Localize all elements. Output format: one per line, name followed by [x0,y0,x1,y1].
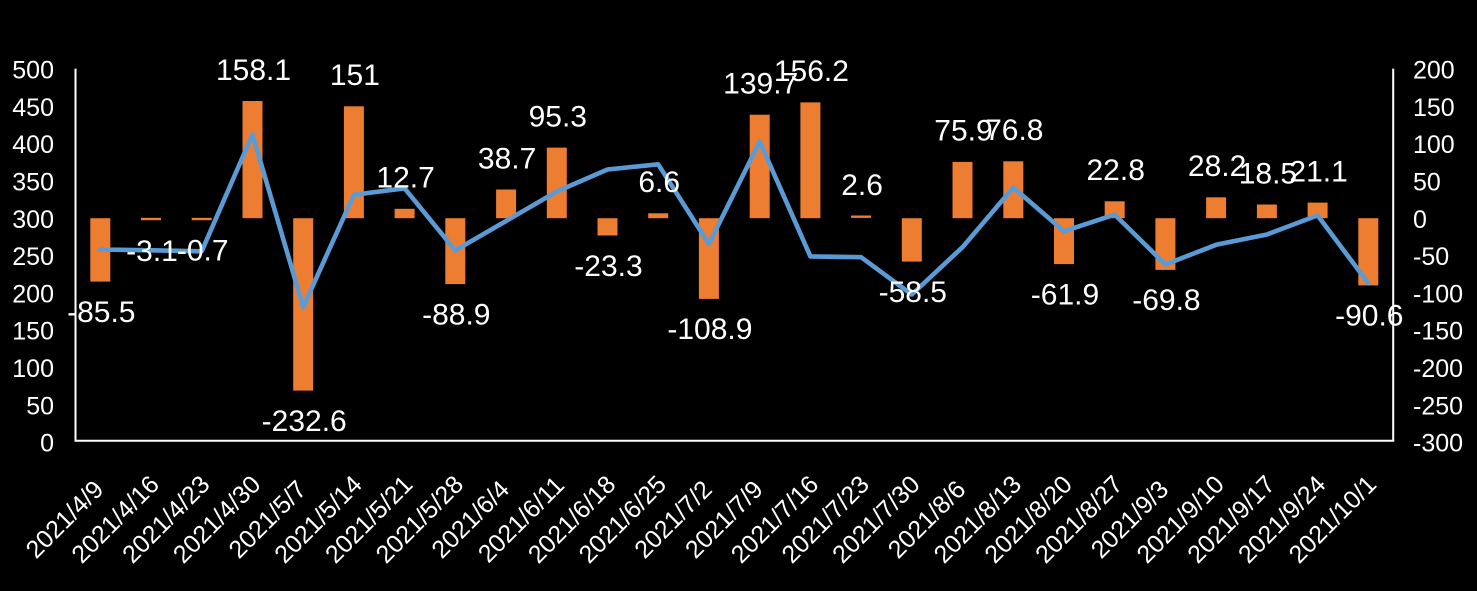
svg-text:95.3: 95.3 [529,100,587,133]
svg-text:2.6: 2.6 [841,169,883,202]
svg-text:150: 150 [12,318,54,346]
svg-text:6.6: 6.6 [638,166,680,199]
svg-text:-100: -100 [1413,280,1463,308]
svg-text:100: 100 [1413,131,1455,159]
svg-text:150: 150 [1413,94,1455,122]
svg-text:0: 0 [1413,206,1427,234]
svg-text:50: 50 [1413,169,1441,197]
svg-text:28.2: 28.2 [1188,150,1246,183]
svg-text:-23.3: -23.3 [574,250,642,283]
svg-text:250: 250 [12,243,54,271]
svg-text:450: 450 [12,94,54,122]
svg-text:-58.5: -58.5 [879,276,947,309]
svg-text:151: 151 [330,59,380,92]
svg-text:-232.6: -232.6 [262,405,347,438]
svg-text:-3.1: -3.1 [126,235,178,268]
svg-text:75.9: 75.9 [934,115,992,148]
svg-text:18.5: 18.5 [1239,157,1297,190]
svg-text:400: 400 [12,131,54,159]
svg-text:300: 300 [12,206,54,234]
svg-text:100: 100 [12,355,54,383]
svg-text:21.1: 21.1 [1289,155,1347,188]
svg-text:200: 200 [12,280,54,308]
svg-text:500: 500 [12,57,54,85]
svg-text:350: 350 [12,169,54,197]
svg-text:158.1: 158.1 [216,54,291,87]
svg-text:50: 50 [26,392,54,420]
svg-text:0: 0 [40,430,54,458]
svg-text:-108.9: -108.9 [667,313,752,346]
svg-text:38.7: 38.7 [478,142,536,175]
svg-text:-90.6: -90.6 [1335,300,1403,333]
svg-text:200: 200 [1413,57,1455,85]
svg-text:22.8: 22.8 [1087,154,1145,187]
svg-text:-50: -50 [1413,243,1449,271]
svg-text:-61.9: -61.9 [1031,278,1099,311]
svg-text:156.2: 156.2 [774,55,849,88]
svg-text:-69.8: -69.8 [1132,284,1200,317]
svg-text:12.7: 12.7 [376,162,434,195]
svg-text:-0.7: -0.7 [177,235,229,268]
svg-text:-88.9: -88.9 [422,298,490,331]
svg-text:-150: -150 [1413,318,1463,346]
svg-text:-250: -250 [1413,392,1463,420]
svg-text:-300: -300 [1413,430,1463,458]
svg-text:-85.5: -85.5 [67,296,135,329]
svg-text:-200: -200 [1413,355,1463,383]
svg-text:76.8: 76.8 [985,114,1043,147]
svg-text:139.7: 139.7 [723,68,798,101]
